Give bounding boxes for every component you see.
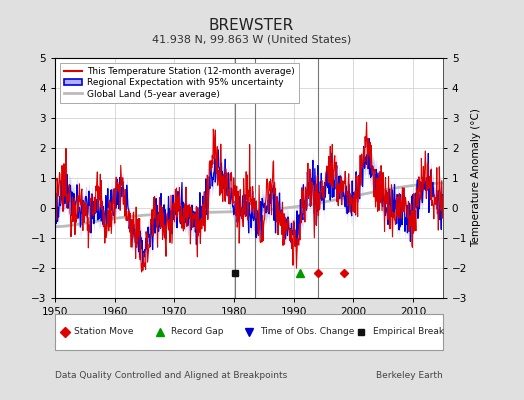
Text: 41.938 N, 99.863 W (United States): 41.938 N, 99.863 W (United States) bbox=[152, 35, 351, 45]
Legend: This Temperature Station (12-month average), Regional Expectation with 95% uncer: This Temperature Station (12-month avera… bbox=[60, 62, 299, 103]
Text: Berkeley Earth: Berkeley Earth bbox=[376, 371, 443, 380]
Text: Station Move: Station Move bbox=[74, 328, 134, 336]
Text: Empirical Break: Empirical Break bbox=[373, 328, 444, 336]
Text: BREWSTER: BREWSTER bbox=[209, 18, 294, 34]
Text: Data Quality Controlled and Aligned at Breakpoints: Data Quality Controlled and Aligned at B… bbox=[55, 371, 287, 380]
Text: Time of Obs. Change: Time of Obs. Change bbox=[260, 328, 355, 336]
Text: Record Gap: Record Gap bbox=[171, 328, 224, 336]
Y-axis label: Temperature Anomaly (°C): Temperature Anomaly (°C) bbox=[472, 108, 482, 248]
